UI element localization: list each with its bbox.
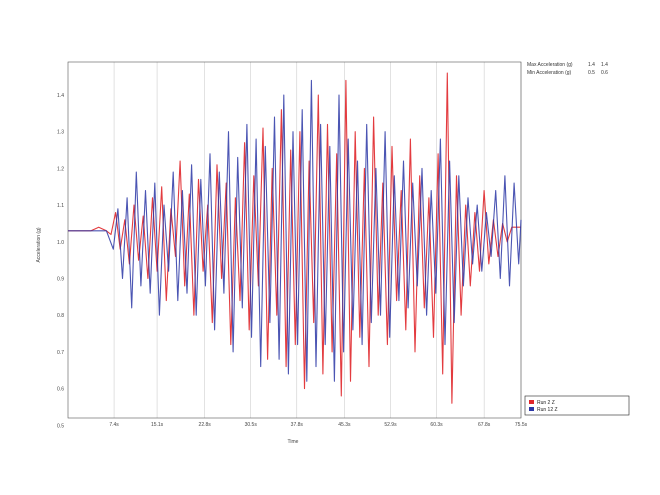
x-tick-label: 7.4s xyxy=(109,422,119,428)
legend-box xyxy=(524,395,630,416)
y-tick-label: 0.8 xyxy=(57,313,64,319)
legend-label-run-2-z: Run 2 Z xyxy=(537,400,555,406)
x-tick-label: 15.1s xyxy=(151,422,164,428)
y-axis-title: Acceleration (g) xyxy=(36,227,42,262)
x-tick-label: 60.3s xyxy=(430,422,443,428)
stat-value-min-run12: 0.6 xyxy=(601,70,608,76)
x-tick-label: 52.9s xyxy=(384,422,397,428)
x-tick-label: 75.5s xyxy=(515,422,528,428)
stat-label-max: Max Acceleration (g) xyxy=(527,62,573,68)
y-tick-label: 0.7 xyxy=(57,350,64,356)
legend-label-run-12-z: Run 12 Z xyxy=(537,407,558,413)
y-tick-label: 0.6 xyxy=(57,387,64,393)
chart-tick-labels: 7.4s 15.1s 22.8s 30.5s 37.8s 45.3s 52.9s 60.3s 6… xyxy=(57,93,528,429)
y-tick-label: 1.2 xyxy=(57,166,64,172)
chart-legend: Run 2 Z Run 12 Z xyxy=(524,395,630,416)
series-line-run-2-z xyxy=(68,72,521,404)
y-tick-label: 0.5 xyxy=(57,423,64,429)
x-tick-label: 67.8s xyxy=(478,422,491,428)
x-axis-title: Time xyxy=(288,439,299,445)
x-tick-label: 30.5s xyxy=(245,422,258,428)
chart-series-layer xyxy=(68,72,522,404)
stat-value-max-run2: 1.4 xyxy=(588,62,595,68)
legend-swatch-run-12-z xyxy=(529,407,534,411)
y-tick-label: 0.9 xyxy=(57,277,64,283)
series-line-run-12-z xyxy=(68,79,522,382)
stats-readout: Max Acceleration (g) 1.4 1.4 Min Acceler… xyxy=(527,62,608,76)
stat-label-min: Min Acceleration (g) xyxy=(527,70,572,76)
x-tick-label: 22.8s xyxy=(199,422,212,428)
x-tick-label: 45.3s xyxy=(338,422,351,428)
plot-area-frame xyxy=(67,61,522,419)
y-tick-label: 1.4 xyxy=(57,93,64,99)
y-tick-label: 1.1 xyxy=(57,203,64,209)
stat-value-min-run2: 0.5 xyxy=(588,70,595,76)
y-tick-label: 1.0 xyxy=(57,240,64,246)
legend-swatch-run-2-z xyxy=(529,400,534,404)
x-tick-label: 37.8s xyxy=(291,422,304,428)
stat-value-max-run12: 1.4 xyxy=(601,62,608,68)
y-tick-label: 1.3 xyxy=(57,130,64,136)
